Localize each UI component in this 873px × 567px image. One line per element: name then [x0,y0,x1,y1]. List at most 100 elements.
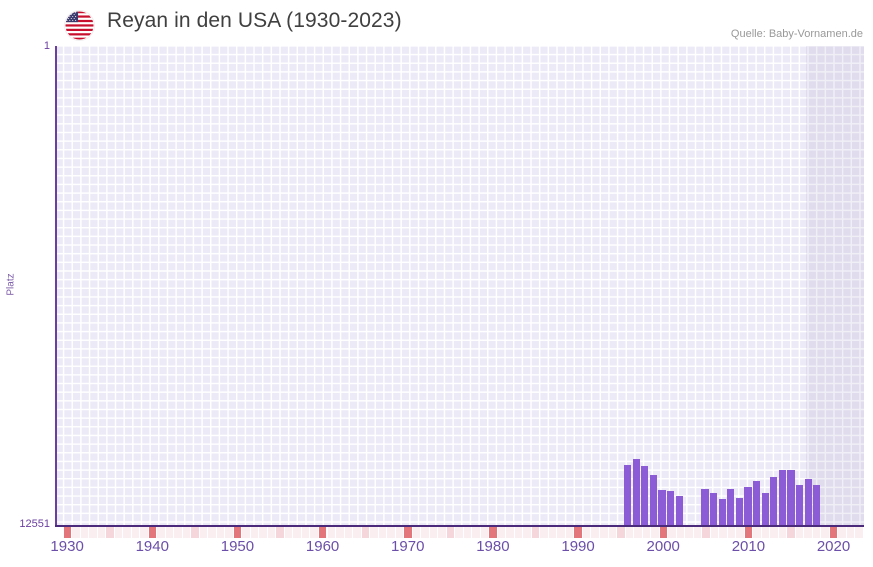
y-axis-max-label: 1 [43,40,50,52]
x-tick-2010 [744,527,753,538]
x-label-1980: 1980 [476,538,510,555]
x-tick-1989 [565,527,574,538]
x-tick-1981 [497,527,506,538]
x-tick-1943 [174,527,182,538]
plot-grid-background [55,46,864,526]
bar-series [55,46,864,525]
x-tick-1954 [267,527,276,538]
x-tick-2005 [702,527,710,538]
x-tick-1991 [582,527,591,538]
x-tick-2001 [668,527,676,538]
x-label-2010: 2010 [731,538,766,555]
x-tick-1947 [208,527,216,538]
x-tick-1935 [106,527,114,538]
x-tick-1983 [514,527,523,538]
x-tick-2021 [838,527,846,538]
x-tick-1968 [387,527,395,538]
x-tick-1953 [259,527,267,538]
x-tick-1944 [182,527,191,538]
bar-2015[interactable] [753,481,761,525]
bar-2013[interactable] [735,497,743,525]
us-flag-icon [65,11,94,40]
x-tick-1948 [216,527,225,538]
x-tick-1938 [131,527,140,538]
x-tick-1945 [191,527,199,538]
x-tick-1933 [89,527,97,538]
x-tick-1977 [463,527,472,538]
x-tick-1980 [489,527,497,538]
bar-2001[interactable] [632,459,640,525]
x-tick-2018 [812,527,821,538]
x-tick-1973 [429,527,438,538]
x-tick-1998 [642,527,651,538]
x-tick-2003 [685,527,693,538]
bar-2005[interactable] [667,491,675,525]
x-tick-1951 [242,527,250,538]
bar-2017[interactable] [770,477,778,525]
bar-2006[interactable] [675,495,683,525]
x-tick-1965 [361,527,370,538]
x-tick-1936 [114,527,123,538]
x-tick-1967 [378,527,387,538]
x-tick-2017 [804,527,812,538]
x-tick-1952 [250,527,259,538]
x-tick-1964 [353,527,361,538]
x-tick-1960 [318,527,327,538]
bar-2010[interactable] [710,493,718,525]
x-tick-1990 [574,527,582,538]
bar-2021[interactable] [804,479,812,525]
x-tick-2011 [753,527,761,538]
x-tick-1942 [165,527,174,538]
x-label-1940: 1940 [135,538,169,555]
bar-2019[interactable] [787,470,795,525]
x-tick-1956 [284,527,293,538]
x-label-1950: 1950 [220,538,255,555]
x-tick-1982 [506,527,514,538]
bar-2016[interactable] [761,493,769,525]
x-axis-labels: 1930 1940 1950 1960 1970 1980 1990 2000 2010 2020 [50,538,864,560]
x-tick-1997 [634,527,642,538]
x-tick-1985 [531,527,540,538]
x-tick-1987 [548,527,557,538]
bar-2003[interactable] [649,474,657,525]
x-tick-1961 [327,527,335,538]
x-tick-1979 [480,527,489,538]
y-axis-title: Platz [5,273,17,296]
source-label: Quelle: Baby-Vornamen.de [730,28,863,40]
bar-2014[interactable] [744,487,752,525]
x-tick-1949 [225,527,233,538]
x-tick-1940 [148,527,157,538]
x-tick-1937 [123,527,131,538]
x-tick-2008 [727,527,736,538]
bar-2009[interactable] [701,488,709,525]
x-tick-2015 [787,527,795,538]
x-tick-2022 [846,527,855,538]
x-tick-1988 [557,527,565,538]
bar-2011[interactable] [718,498,726,525]
bar-2004[interactable] [658,490,666,525]
x-tick-1962 [336,527,344,538]
x-tick-1993 [600,527,608,538]
bar-2002[interactable] [641,465,649,525]
x-axis-line [55,525,864,527]
bar-2022[interactable] [813,485,821,525]
x-tick-1972 [421,527,429,538]
x-tick-1930 [63,527,72,538]
x-tick-2009 [736,527,744,538]
x-label-1930: 1930 [50,538,84,555]
y-axis-min-label: 12551 [19,518,50,530]
x-tick-2014 [778,527,787,538]
x-tick-1932 [80,527,89,538]
x-tick-1950 [233,527,242,538]
x-tick-1992 [591,527,599,538]
x-tick-2000 [659,527,668,538]
x-axis-tick-marks [55,527,864,538]
bar-2018[interactable] [778,470,786,525]
bar-2000[interactable] [624,464,632,525]
x-label-1990: 1990 [561,538,595,555]
x-tick-2020 [829,527,838,538]
bar-2012[interactable] [727,488,735,525]
bar-2020[interactable] [796,485,804,525]
x-tick-2004 [693,527,702,538]
